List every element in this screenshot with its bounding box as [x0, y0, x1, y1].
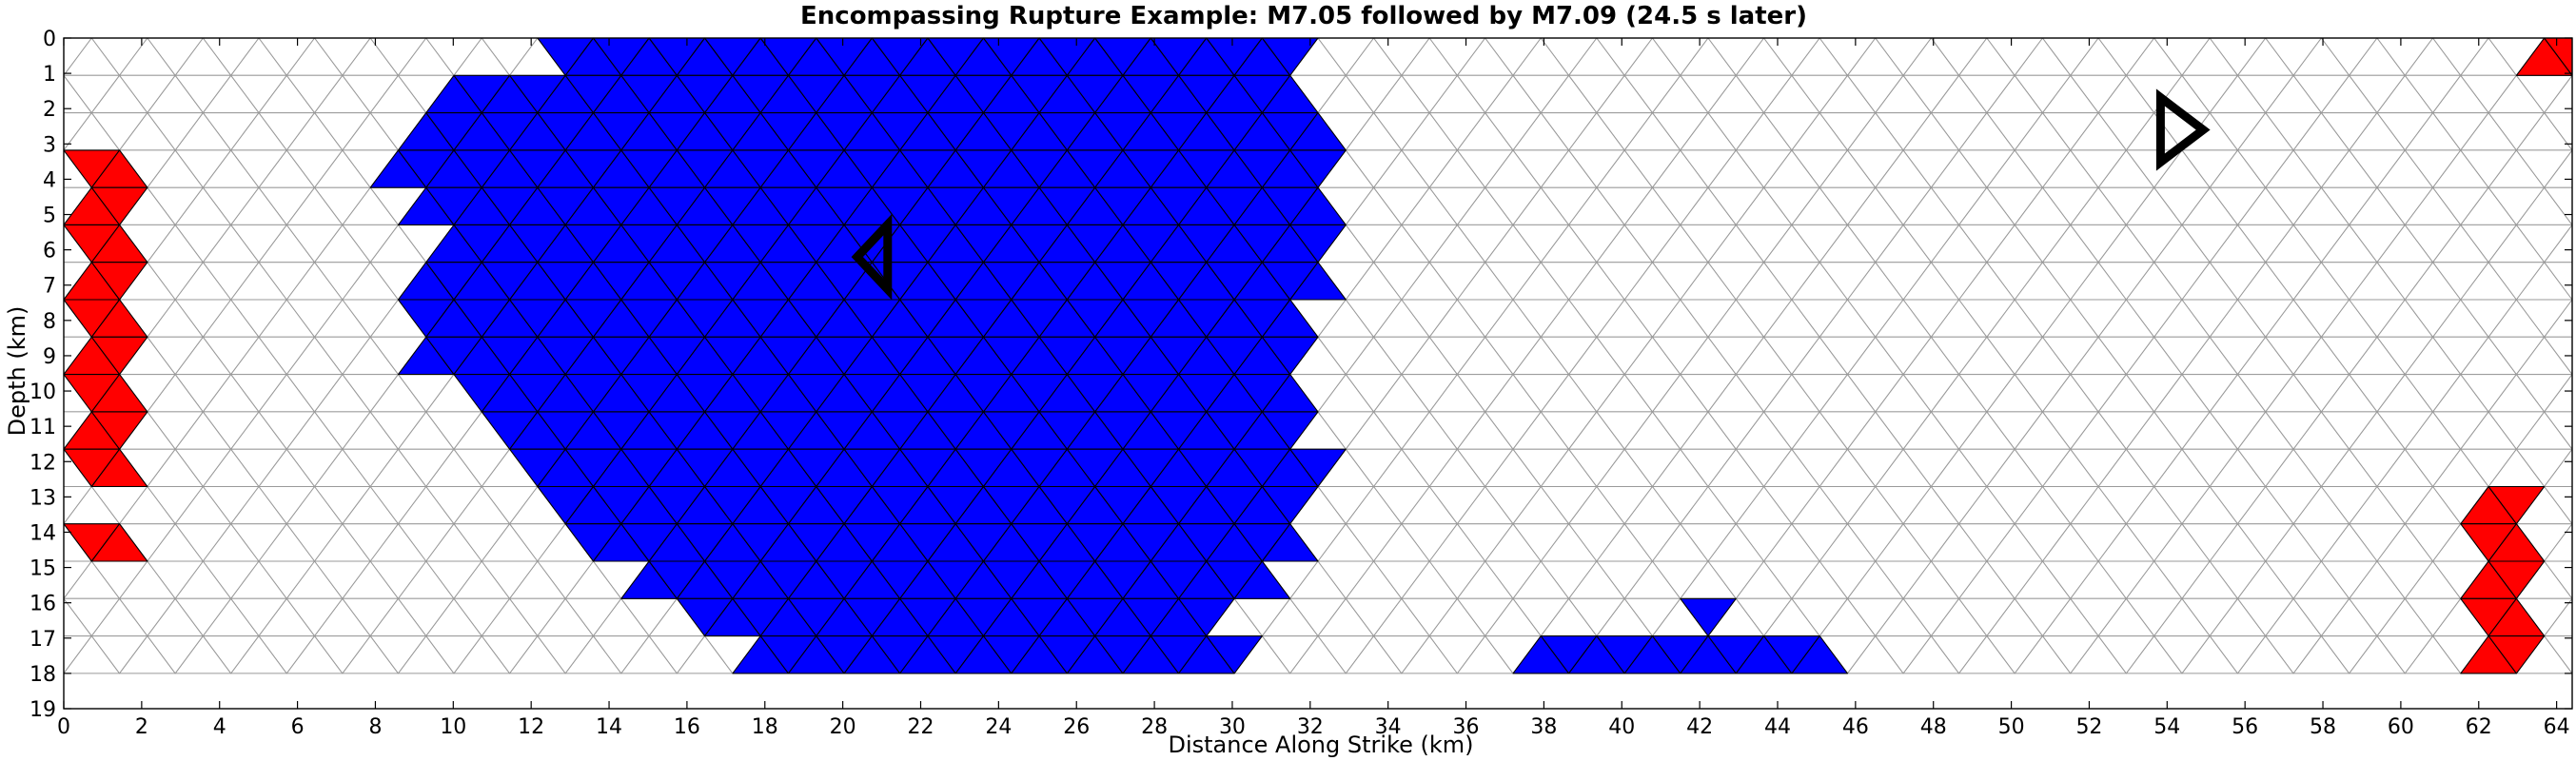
- second-event-element: [1233, 560, 1291, 599]
- first-event-element: [90, 411, 148, 450]
- x-tick-label: 30: [1219, 715, 1246, 739]
- x-tick-label: 44: [1764, 715, 1791, 739]
- second-event-element: [1261, 336, 1319, 376]
- second-event-element: [1206, 635, 1263, 674]
- x-tick-label: 2: [135, 715, 148, 739]
- y-tick-label: 2: [43, 98, 56, 122]
- y-tick-label: 17: [29, 628, 56, 652]
- second-event-element: [1261, 523, 1319, 562]
- x-tick-label: 32: [1297, 715, 1324, 739]
- second-event-element: [1680, 597, 1737, 637]
- fault-mesh: [63, 37, 2573, 674]
- x-tick-label: 26: [1063, 715, 1090, 739]
- second-event-element: [1289, 224, 1347, 263]
- y-tick-label: 6: [43, 240, 56, 263]
- hypocenter-marker-m709: [2155, 88, 2211, 171]
- second-event-element: [1289, 448, 1347, 488]
- plot-frame: [63, 37, 2573, 710]
- x-tick-label: 22: [907, 715, 934, 739]
- x-tick-label: 16: [674, 715, 700, 739]
- y-tick-label: 15: [29, 557, 56, 581]
- second-event-element: [1289, 262, 1347, 301]
- first-event-element: [90, 523, 148, 562]
- y-tick-label: 8: [43, 310, 56, 334]
- y-tick-label: 13: [29, 486, 56, 510]
- y-tick-label: 5: [43, 205, 56, 228]
- y-axis-label: Depth (km): [4, 306, 30, 437]
- x-tick-label: 8: [368, 715, 382, 739]
- x-tick-label: 12: [518, 715, 544, 739]
- x-tick-label: 36: [1453, 715, 1480, 739]
- x-tick-label: 54: [2153, 715, 2180, 739]
- x-tick-label: 56: [2232, 715, 2258, 739]
- y-tick-label: 0: [43, 28, 56, 51]
- first-event-element: [2488, 560, 2546, 599]
- x-tick-label: 28: [1141, 715, 1168, 739]
- second-event-element: [1261, 411, 1319, 450]
- x-tick-label: 4: [213, 715, 226, 739]
- x-tick-label: 24: [985, 715, 1012, 739]
- x-tick-label: 42: [1686, 715, 1713, 739]
- y-tick-label: 3: [43, 133, 56, 157]
- x-tick-label: 62: [2466, 715, 2492, 739]
- x-axis: 0 2 4 6 8 10 12 14 16 18 20 22 24 26 28 30 32 34 36 38 40 42 4…: [57, 38, 2570, 739]
- plot-area: [63, 37, 2573, 710]
- first-event-element: [2488, 485, 2546, 525]
- y-tick-label: 19: [29, 698, 56, 722]
- hypocenter-markers: [851, 88, 2211, 301]
- x-tick-label: 64: [2544, 715, 2570, 739]
- first-event-element: [90, 262, 148, 301]
- first-event-element: [90, 448, 148, 488]
- y-tick-label: 11: [29, 416, 56, 439]
- y-tick-label: 10: [29, 380, 56, 404]
- first-event-element: [2488, 635, 2546, 674]
- y-tick-label: 1: [43, 63, 56, 87]
- y-tick-label: 16: [29, 593, 56, 616]
- hypocenter-marker-m705: [851, 213, 893, 301]
- second-event-element: [1289, 149, 1347, 188]
- y-tick-label: 4: [43, 168, 56, 192]
- x-tick-label: 60: [2388, 715, 2414, 739]
- x-tick-label: 34: [1375, 715, 1402, 739]
- x-tick-label: 6: [291, 715, 305, 739]
- x-tick-label: 14: [596, 715, 622, 739]
- x-tick-label: 0: [57, 715, 70, 739]
- second-event-element: [1178, 597, 1235, 637]
- x-axis-label: Distance Along Strike (km): [1168, 732, 1473, 758]
- y-tick-label: 14: [29, 521, 56, 545]
- x-tick-label: 48: [1920, 715, 1947, 739]
- y-tick-label: 18: [29, 663, 56, 687]
- second-event-element: [1791, 635, 1849, 674]
- x-tick-label: 38: [1530, 715, 1557, 739]
- x-tick-label: 50: [1998, 715, 2025, 739]
- x-tick-label: 20: [830, 715, 856, 739]
- x-tick-label: 52: [2075, 715, 2102, 739]
- x-tick-label: 18: [752, 715, 778, 739]
- y-tick-label: 9: [43, 345, 56, 369]
- y-tick-label: 12: [29, 451, 56, 475]
- chart-title: Encompassing Rupture Example: M7.05 foll…: [800, 2, 1807, 30]
- x-tick-label: 58: [2310, 715, 2336, 739]
- first-event-element: [90, 336, 148, 376]
- x-tick-label: 40: [1608, 715, 1635, 739]
- first-event-element: [90, 186, 148, 225]
- x-tick-label: 46: [1842, 715, 1869, 739]
- y-tick-label: 7: [43, 275, 56, 299]
- x-tick-label: 10: [440, 715, 466, 739]
- second-event-element: [1261, 485, 1319, 525]
